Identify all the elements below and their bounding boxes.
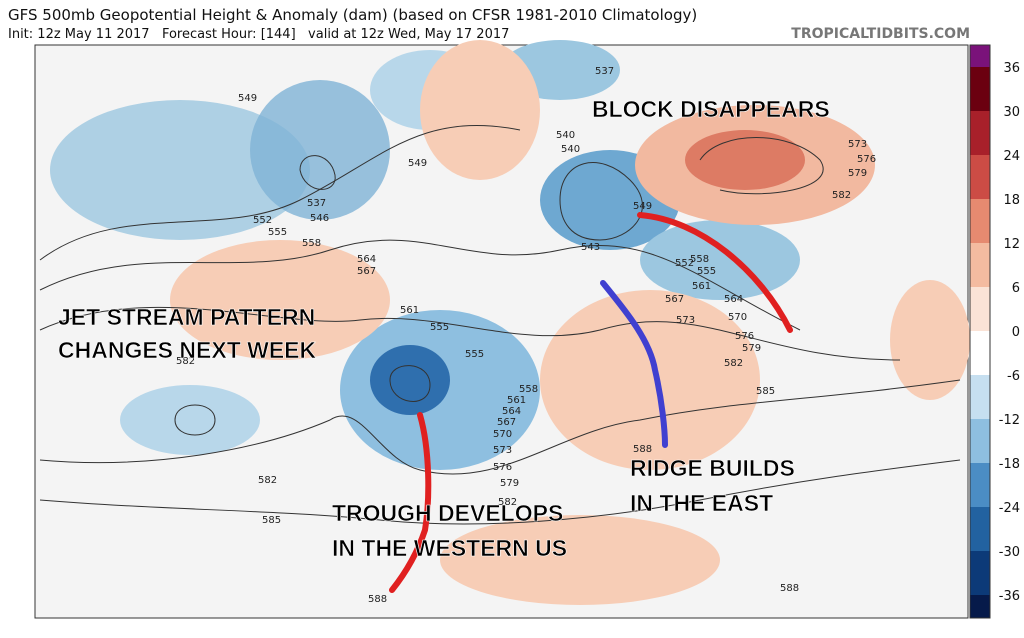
contour-label: 555 <box>697 266 716 277</box>
contour-label: 579 <box>742 343 761 354</box>
contour-label: 579 <box>500 478 519 489</box>
contour-label: 558 <box>519 384 538 395</box>
subtitle: Init: 12z May 11 2017 Forecast Hour: [14… <box>8 27 509 42</box>
contour-label: 552 <box>675 258 694 269</box>
contour-label: 582 <box>498 497 517 508</box>
contour-label: 561 <box>692 281 711 292</box>
contour-labels: 549 537 546 552 555 558 564 567 561 555 … <box>176 66 876 605</box>
annotation: IN THE WESTERN US <box>332 535 567 561</box>
contour-label: 558 <box>302 238 321 249</box>
contour-label: 573 <box>848 139 867 150</box>
colorbar-tick-label: 24 <box>1003 149 1020 164</box>
contour-label: 582 <box>724 358 743 369</box>
colorbar-tick-label: 6 <box>1012 281 1020 296</box>
contour-label: 576 <box>735 331 754 342</box>
contour-label: 540 <box>561 144 580 155</box>
contour-label: 558 <box>690 254 709 265</box>
contour-label: 579 <box>848 168 867 179</box>
colorbar-tick-label: 0 <box>1012 325 1020 340</box>
contour-label: 588 <box>780 583 799 594</box>
colorbar: 36 30 24 18 12 6 0 -6 -12 -18 -24 -30 -36 <box>969 44 1020 619</box>
annotation: TROUGH DEVELOPS <box>332 500 563 526</box>
colorbar-tick-label: -24 <box>999 501 1020 516</box>
contour-label: 588 <box>633 444 652 455</box>
contour-label: 564 <box>357 254 376 265</box>
contour-label: 588 <box>368 594 387 605</box>
contour-label: 573 <box>493 445 512 456</box>
colorbar-tick-label: 12 <box>1003 237 1020 252</box>
site-credit: TROPICALTIDBITS.COM <box>791 26 970 42</box>
map <box>34 40 970 619</box>
colorbar-tick-label: -6 <box>1007 369 1020 384</box>
contour-label: 570 <box>728 312 747 323</box>
colorbar-tick-label: 36 <box>1003 61 1020 76</box>
contour-label: 582 <box>258 475 277 486</box>
contour-label: 549 <box>408 158 427 169</box>
contour-label: 585 <box>262 515 281 526</box>
colorbar-tick-label: -30 <box>999 545 1020 560</box>
contour-label: 585 <box>756 386 775 397</box>
contour-label: 549 <box>633 201 652 212</box>
colorbar-tick-label: 30 <box>1003 105 1020 120</box>
contour-label: 576 <box>857 154 876 165</box>
contour-label: 564 <box>502 406 521 417</box>
colorbar-tick-label: 18 <box>1003 193 1020 208</box>
contour-label: 573 <box>676 315 695 326</box>
contour-label: 552 <box>253 215 272 226</box>
title: GFS 500mb Geopotential Height & Anomaly … <box>8 6 697 24</box>
contour-label: 540 <box>556 130 575 141</box>
contour-label: 555 <box>430 322 449 333</box>
annotation: BLOCK DISAPPEARS <box>592 96 830 122</box>
annotations: JET STREAM PATTERN CHANGES NEXT WEEK BLO… <box>58 96 830 562</box>
annotation: CHANGES NEXT WEEK <box>58 337 317 363</box>
annotation: RIDGE BUILDS <box>630 455 795 481</box>
contour-label: 567 <box>497 417 516 428</box>
contour-label: 582 <box>832 190 851 201</box>
contour-label: 555 <box>268 227 287 238</box>
contour-label: 564 <box>724 294 743 305</box>
contour-label: 537 <box>595 66 614 77</box>
colorbar-tick-label: -36 <box>999 589 1020 604</box>
contour-label: 570 <box>493 429 512 440</box>
contour-label: 549 <box>238 93 257 104</box>
colorbar-tick-label: -12 <box>999 413 1020 428</box>
contour-label: 567 <box>357 266 376 277</box>
annotation: JET STREAM PATTERN <box>58 304 315 330</box>
annotation: IN THE EAST <box>630 490 773 516</box>
contour-label: 561 <box>507 395 526 406</box>
contour-label: 546 <box>310 213 329 224</box>
contour-label: 576 <box>493 462 512 473</box>
contour-label: 561 <box>400 305 419 316</box>
contour-label: 537 <box>307 198 326 209</box>
contour-label: 543 <box>581 242 600 253</box>
contour-label: 555 <box>465 349 484 360</box>
contour-label: 567 <box>665 294 684 305</box>
colorbar-tick-label: -18 <box>999 457 1020 472</box>
contour-label: 582 <box>176 356 195 367</box>
